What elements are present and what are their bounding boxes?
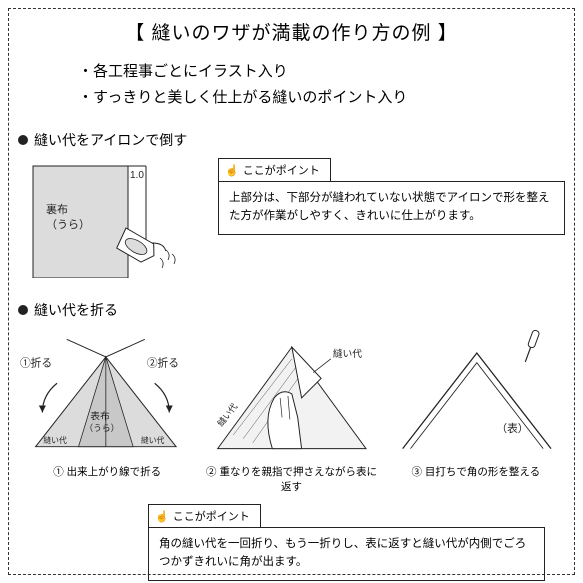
- svg-text:①折る: ①折る: [20, 357, 52, 370]
- tip2-body-text: 角の縫い代を一回折り、もう一折りし、表に返すと縫い代が内側でごろつかずきれいに角…: [148, 527, 545, 581]
- tip-header: ☝ ここがポイント: [218, 158, 331, 181]
- diagram-2: 縫い代 縫い代: [204, 328, 380, 458]
- section1-diagram: 1.0 裏布 （うら）: [18, 158, 198, 278]
- caption-3: ③ 目打ちで角の形を整える: [387, 464, 565, 494]
- svg-text:②折る: ②折る: [147, 357, 179, 370]
- svg-text:縫い代: 縫い代: [141, 435, 165, 445]
- fold-triangle-svg: ①折る ②折る 表布 （うら） 縫い代 縫い代: [18, 328, 194, 458]
- svg-text:縫い代: 縫い代: [43, 435, 67, 445]
- iron-diagram-svg: 1.0 裏布 （うら）: [18, 158, 198, 278]
- tip2-head-label: ここがポイント: [173, 508, 250, 524]
- section1-body: 1.0 裏布 （うら） ☝ ここがポイント 上部分: [18, 158, 565, 278]
- svg-text:1.0: 1.0: [130, 170, 144, 181]
- intro-bullets: ・各工程事ごとにイラスト入り ・すっきりと美しく仕上がる縫いのポイント入り: [78, 59, 565, 110]
- tip-head-label: ここがポイント: [243, 162, 320, 178]
- main-title: 【 縫いのワザが満載の作り方の例 】: [18, 18, 565, 45]
- awl-corner-svg: （表）: [389, 328, 565, 458]
- pointer-icon: ☝: [155, 510, 169, 523]
- section2-tip: ☝ ここがポイント 角の縫い代を一回折り、もう一折りし、表に返すと縫い代が内側で…: [148, 504, 545, 581]
- section2-captions: ① 出来上がり線で折る ② 重なりを親指で押さえながら表に返す ③ 目打ちで角の…: [18, 464, 565, 494]
- tip-body-text: 上部分は、下部分が縫われていない状態でアイロンで形を整えた方が作業がしやすく、き…: [218, 181, 565, 235]
- content-area: 【 縫いのワザが満載の作り方の例 】 ・各工程事ごとにイラスト入り ・すっきりと…: [18, 18, 565, 565]
- pointer-icon: ☝: [225, 164, 239, 177]
- svg-text:裏布: 裏布: [46, 202, 68, 216]
- caption-2: ② 重なりを親指で押さえながら表に返す: [202, 464, 380, 494]
- section2-diagrams-row: ①折る ②折る 表布 （うら） 縫い代 縫い代: [18, 328, 565, 458]
- section2-heading-text: 縫い代を折る: [34, 300, 118, 320]
- caption-1: ① 出来上がり線で折る: [18, 464, 196, 494]
- svg-text:縫い代: 縫い代: [332, 347, 361, 360]
- svg-text:（うら）: （うら）: [46, 218, 90, 231]
- bullet-2: ・すっきりと美しく仕上がる縫いのポイント入り: [78, 85, 565, 111]
- section1-heading-text: 縫い代をアイロンで倒す: [34, 130, 187, 150]
- bullet-dot-icon: [18, 135, 28, 145]
- svg-text:表布: 表布: [90, 409, 110, 422]
- section1-tip: ☝ ここがポイント 上部分は、下部分が縫われていない状態でアイロンで形を整えた方…: [218, 158, 565, 278]
- svg-text:（うら）: （うら）: [84, 423, 119, 433]
- diagram-3: （表）: [389, 328, 565, 458]
- bullet-1: ・各工程事ごとにイラスト入り: [78, 59, 565, 85]
- svg-text:（表）: （表）: [497, 422, 529, 435]
- tip2-header: ☝ ここがポイント: [148, 504, 261, 527]
- section1-heading: 縫い代をアイロンで倒す: [18, 130, 565, 150]
- diagram-1: ①折る ②折る 表布 （うら） 縫い代 縫い代: [18, 328, 194, 458]
- section2-heading: 縫い代を折る: [18, 300, 565, 320]
- hand-fold-svg: 縫い代 縫い代: [204, 328, 380, 458]
- bullet-dot-icon: [18, 305, 28, 315]
